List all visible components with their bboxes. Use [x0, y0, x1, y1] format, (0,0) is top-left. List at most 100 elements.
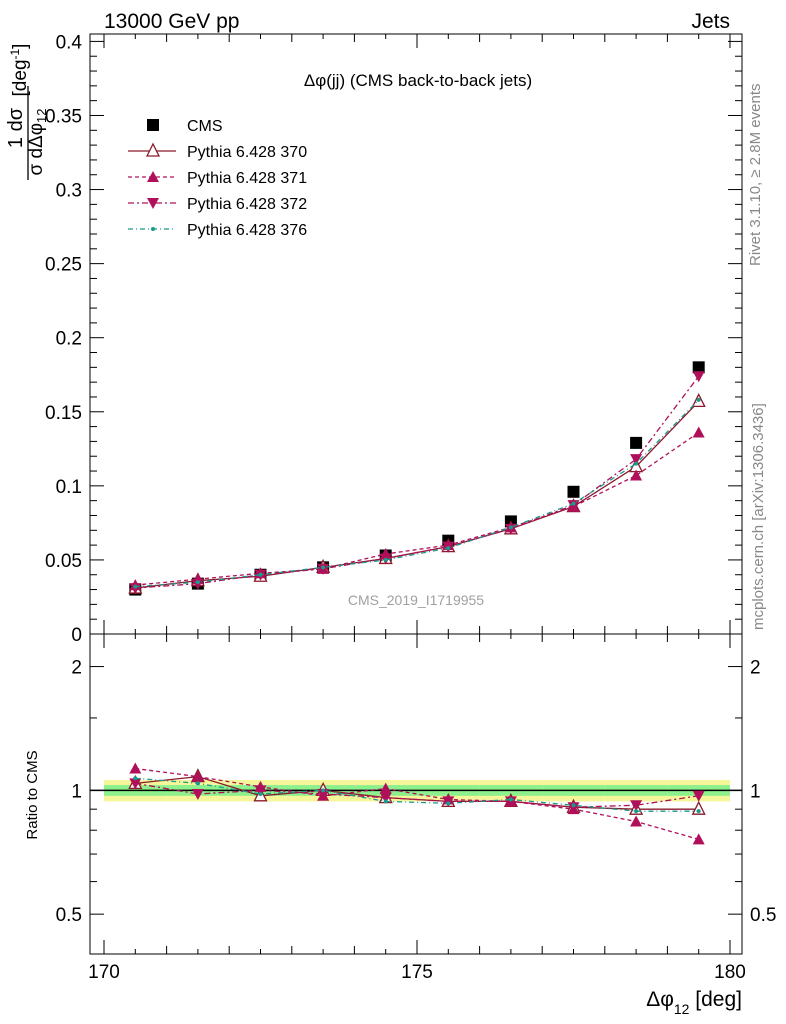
x-axis-label: Δφ12 [deg]: [646, 988, 742, 1017]
ratio-series-layer: [128, 762, 706, 845]
ratio-point: [195, 781, 200, 786]
main-y-tick-label: 0: [71, 625, 82, 646]
ratio-y-tick-label-right: 1: [750, 781, 761, 802]
main-y-tick-label: 0.15: [45, 403, 82, 424]
ratio-y-axis: 0.5 0.5 1 1 2 2: [56, 658, 777, 927]
main-y-tick-label: 0.25: [45, 255, 82, 276]
main-series-layer: [128, 361, 706, 596]
main-y-tick-label: 0.2: [56, 329, 82, 350]
data-point: [383, 557, 388, 562]
legend-marker: [147, 171, 159, 182]
main-x-ticks: [103, 34, 731, 634]
legend-marker: [147, 119, 159, 131]
ylabel-denominator: σ dΔφ12: [26, 108, 49, 175]
data-point: [446, 546, 451, 551]
main-y-tick-label: 0.3: [56, 181, 82, 202]
ratio-line-2: [135, 767, 699, 840]
ratio-point: [634, 809, 639, 814]
main-y-axis: 0 0.05 0.1 0.15 0.2 0.25 0.3 0.35 0.4: [45, 32, 742, 646]
ratio-y-tick-label-right: 2: [750, 658, 761, 679]
header-right: Jets: [691, 10, 730, 33]
ratio-point: [691, 800, 706, 815]
ratio-point: [379, 792, 392, 804]
main-y-tick-label: 0.4: [56, 32, 83, 53]
legend: CMS Pythia 6.428 370 Pythia 6.428 371 Pythi…: [128, 118, 307, 239]
ratio-point: [446, 801, 451, 806]
ratio-y-tick-label: 0.5: [56, 905, 82, 926]
data-point: [508, 525, 513, 530]
legend-entry: Pythia 6.428 376: [187, 222, 307, 239]
ratio-point: [696, 809, 701, 814]
data-point: [696, 397, 701, 402]
ratio-point: [630, 800, 643, 812]
ratio-point: [191, 770, 204, 782]
ratio-x-axis: 170 175 180: [88, 634, 746, 983]
data-point: [630, 469, 643, 481]
legend-entry: CMS: [187, 118, 223, 135]
series-line-1: [135, 400, 700, 589]
series-line-4: [135, 399, 700, 588]
ylabel-numerator: 1 dσ: [5, 107, 27, 148]
ratio-point: [567, 802, 580, 814]
legend-entry: Pythia 6.428 371: [187, 170, 307, 187]
mcplots-label: mcplots.cern.ch [arXiv:1306.3436]: [750, 403, 767, 630]
ratio-point: [191, 788, 204, 800]
series-line-3: [135, 375, 700, 589]
ratio-point: [383, 799, 388, 804]
ratio-y-tick-label: 1: [71, 781, 82, 802]
data-point: [630, 436, 643, 449]
main-y-axis-label: 1 dσ σ dΔφ12 [deg-1]: [5, 44, 49, 180]
ratio-plot-panel: 0.5 0.5 1 1 2 2 170 175 180 Ratio to CMS Δφ12 […: [24, 633, 777, 1017]
series-line-2: [135, 431, 700, 586]
x-tick-label: 175: [401, 962, 433, 983]
ratio-line-3: [135, 782, 699, 808]
legend-marker: [151, 227, 155, 231]
ratio-point: [692, 790, 705, 802]
main-y-tick-label: 0.1: [56, 477, 82, 498]
main-y-tick-label: 0.35: [45, 106, 82, 127]
data-point: [571, 501, 576, 506]
data-point: [692, 361, 705, 374]
ratio-point: [258, 791, 263, 796]
ratio-point: [571, 803, 576, 808]
ratio-point: [508, 797, 513, 802]
data-point: [133, 584, 138, 589]
ratio-point: [254, 785, 267, 797]
data-point: [634, 461, 639, 466]
main-plot-panel: 0 0.05 0.1 0.15 0.2 0.25 0.3 0.35 0.4 Δφ(jj) (CM…: [5, 32, 743, 646]
data-point: [630, 454, 643, 466]
data-point: [258, 572, 263, 577]
data-point: [692, 371, 705, 383]
data-point: [692, 426, 705, 438]
plot-title: Δφ(jj) (CMS back-to-back jets): [304, 71, 532, 90]
ratio-point: [692, 833, 705, 845]
ratio-point: [129, 778, 142, 790]
ratio-point: [379, 782, 392, 794]
ratio-uncertainty-band: [90, 779, 742, 802]
legend-entry: Pythia 6.428 370: [187, 144, 307, 161]
x-tick-label: 170: [88, 962, 120, 983]
ratio-y-axis-label: Ratio to CMS: [24, 750, 41, 839]
x-tick-label: 180: [714, 962, 746, 983]
ratio-point: [630, 815, 643, 827]
ylabel-unit: [deg-1]: [8, 44, 31, 97]
data-point: [567, 485, 580, 498]
data-point: [195, 580, 200, 585]
data-point: [321, 565, 326, 570]
legend-marker: [145, 142, 161, 157]
analysis-watermark: CMS_2019_I1719955: [348, 592, 484, 608]
ratio-point: [129, 762, 142, 774]
ratio-plot-frame: [89, 633, 743, 955]
ratio-y-tick-label-right: 0.5: [750, 905, 776, 926]
rivet-label: Rivet 3.1.10, ≥ 2.8M events: [747, 84, 764, 267]
header-left: 13000 GeV pp: [104, 10, 239, 33]
ratio-point: [133, 776, 138, 781]
ratio-point: [317, 788, 330, 800]
ratio-y-tick-label: 2: [71, 658, 82, 679]
main-y-tick-label: 0.05: [45, 551, 82, 572]
ratio-line-4: [135, 777, 699, 812]
legend-entry: Pythia 6.428 372: [187, 196, 307, 213]
legend-marker: [147, 198, 159, 209]
ratio-point: [321, 788, 326, 793]
